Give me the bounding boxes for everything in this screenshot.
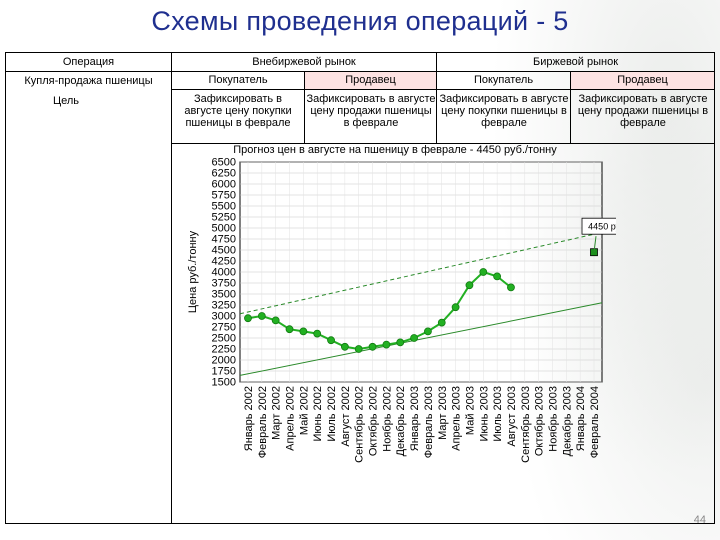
price-point xyxy=(424,327,432,336)
exchange-buyer-goal: Зафиксировать в августе цену покупки пше… xyxy=(439,93,569,129)
x-tick-label: Декабрь 2003 xyxy=(561,386,573,456)
header-operation: Операция xyxy=(62,56,115,68)
forecast-callout-label: 4450 руб./тонну xyxy=(588,222,616,232)
row-label-goal: Цель xyxy=(52,95,80,107)
x-tick-label: Июль 2003 xyxy=(492,386,504,442)
y-tick-label: 2000 xyxy=(212,355,236,367)
y-tick-label: 4250 xyxy=(212,256,236,268)
exchange-buyer-header: Покупатель xyxy=(473,74,534,86)
price-point xyxy=(368,342,377,351)
header-otc-market: Внебиржевой рынок xyxy=(252,56,356,68)
price-point xyxy=(354,345,363,353)
y-axis-label: Цена руб./тонну xyxy=(187,230,199,313)
x-tick-label: Январь 2003 xyxy=(409,386,421,451)
y-tick-label: 4750 xyxy=(212,234,236,246)
forecast-callout-line xyxy=(593,236,597,253)
y-tick-label: 1750 xyxy=(212,366,236,378)
y-tick-label: 5000 xyxy=(212,223,236,235)
operations-table: Операция Внебиржевой рынок Биржевой рыно… xyxy=(5,52,715,524)
row-label-wheat: Купля-продажа пшеницы xyxy=(24,75,153,87)
x-tick-label: Ноябрь 2002 xyxy=(381,386,393,452)
y-tick-label: 2250 xyxy=(212,344,236,356)
page-number: 44 xyxy=(693,514,706,526)
price-point xyxy=(340,342,349,351)
slide-title: Схемы проведения операций - 5 xyxy=(151,6,569,36)
x-tick-label: Апрель 2002 xyxy=(285,386,297,451)
exchange-seller-header: Продавец xyxy=(571,72,714,89)
price-point xyxy=(285,325,294,334)
otc-buyer-header: Покупатель xyxy=(208,74,268,86)
price-point xyxy=(493,272,502,281)
trend-lower-line xyxy=(239,302,603,376)
y-tick-label: 4500 xyxy=(212,245,236,257)
x-tick-label: Ноябрь 2003 xyxy=(547,386,559,452)
y-tick-label: 6000 xyxy=(212,179,236,191)
price-point xyxy=(313,329,322,338)
x-tick-label: Октябрь 2002 xyxy=(368,386,380,456)
otc-buyer-goal: Зафиксировать в августе цену покупки пше… xyxy=(184,93,292,129)
x-tick-label: Январь 2002 xyxy=(243,386,255,451)
otc-seller-header: Продавец xyxy=(305,72,436,89)
y-tick-label: 3250 xyxy=(212,300,236,312)
x-tick-label: Сентябрь 2002 xyxy=(354,386,366,463)
x-tick-label: Июнь 2003 xyxy=(478,386,490,442)
x-tick-label: Сентябрь 2003 xyxy=(520,386,532,463)
price-point xyxy=(244,314,252,323)
x-tick-label: Февраль 2002 xyxy=(257,386,269,458)
y-tick-label: 1500 xyxy=(212,377,236,389)
price-point xyxy=(257,312,266,320)
y-tick-label: 6250 xyxy=(212,168,236,180)
price-point xyxy=(410,334,418,342)
price-point xyxy=(437,318,446,327)
y-tick-label: 6500 xyxy=(212,157,236,169)
price-point xyxy=(479,268,488,276)
header-exchange-market: Биржевой рынок xyxy=(532,56,619,68)
price-point xyxy=(299,327,308,336)
y-tick-label: 3500 xyxy=(212,289,236,301)
x-tick-label: Октябрь 2003 xyxy=(534,386,546,456)
exchange-seller-goal: Зафиксировать в августе цену продажи пше… xyxy=(577,93,709,129)
chart-title: Прогноз цен в августе на пшеницу в февра… xyxy=(233,144,557,156)
y-tick-label: 3750 xyxy=(212,278,236,290)
price-point xyxy=(382,340,391,349)
trend-upper-line xyxy=(239,231,603,315)
y-tick-label: 2500 xyxy=(212,333,236,345)
x-tick-label: Апрель 2003 xyxy=(451,386,463,451)
x-tick-label: Март 2003 xyxy=(437,386,449,440)
x-tick-label: Июнь 2002 xyxy=(312,386,324,442)
x-tick-label: Август 2003 xyxy=(506,386,518,447)
price-point xyxy=(327,336,335,345)
x-tick-label: Март 2002 xyxy=(271,386,283,440)
x-tick-label: Май 2002 xyxy=(298,386,310,435)
x-tick-label: Февраль 2004 xyxy=(589,386,601,458)
y-tick-label: 2750 xyxy=(212,322,236,334)
x-tick-label: Январь 2004 xyxy=(575,386,587,451)
price-point xyxy=(465,281,474,290)
x-tick-label: Май 2003 xyxy=(464,386,476,435)
x-tick-label: Август 2002 xyxy=(340,386,352,447)
otc-seller-goal: Зафиксировать в августе цену продажи пше… xyxy=(306,93,436,129)
y-tick-label: 5500 xyxy=(212,201,236,213)
price-point xyxy=(396,338,405,347)
price-point xyxy=(271,316,280,325)
y-tick-label: 3000 xyxy=(212,311,236,323)
y-tick-label: 5750 xyxy=(212,190,236,202)
price-point xyxy=(507,283,515,292)
y-tick-label: 5250 xyxy=(212,212,236,224)
price-point xyxy=(451,303,460,312)
x-tick-label: Декабрь 2002 xyxy=(395,386,407,456)
price-chart: 1500175020002250250027503000325035003750… xyxy=(187,157,616,463)
x-tick-label: Июль 2002 xyxy=(326,386,338,442)
forecast-callout-box xyxy=(581,217,616,235)
x-tick-label: Февраль 2003 xyxy=(423,386,435,458)
y-tick-label: 4000 xyxy=(212,267,236,279)
